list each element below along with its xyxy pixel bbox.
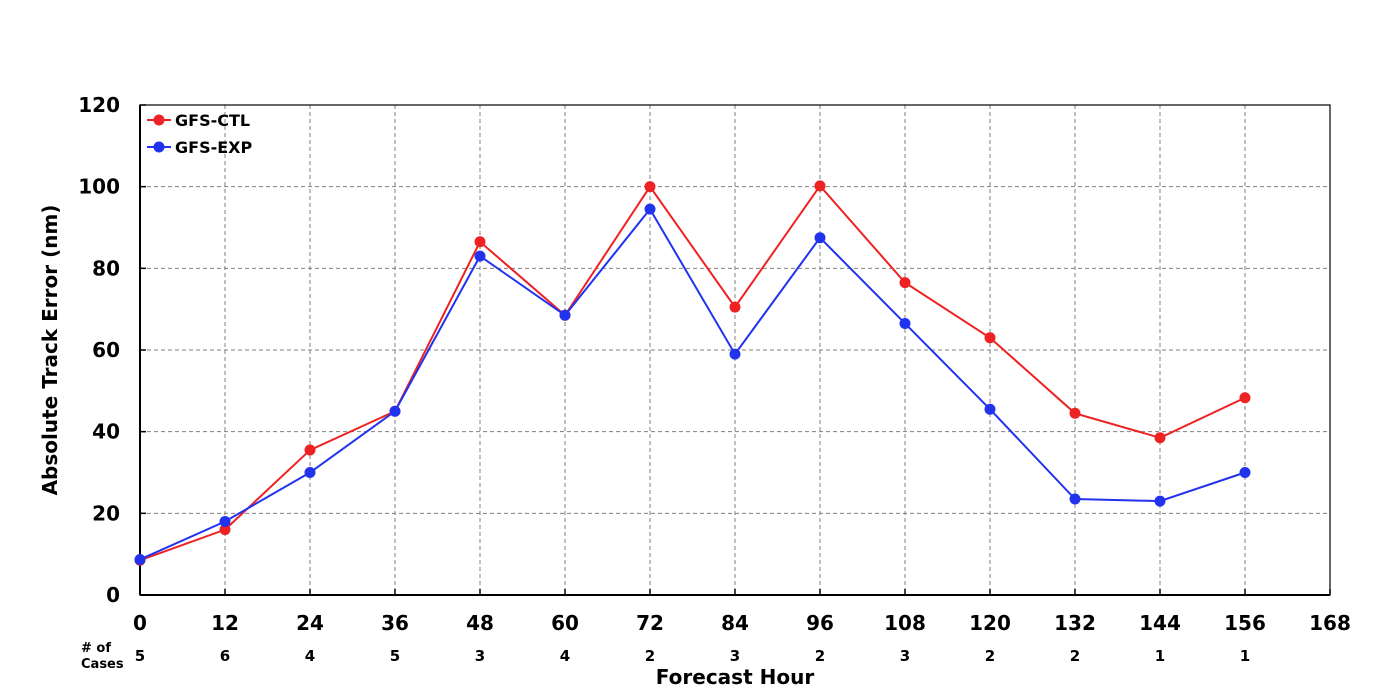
x-tick-label: 0 — [133, 611, 147, 635]
case-count: 3 — [900, 647, 910, 665]
legend-item: GFS-CTL — [147, 111, 250, 130]
case-count: 2 — [645, 647, 655, 665]
x-tick-label: 144 — [1139, 611, 1181, 635]
x-tick-label: 132 — [1054, 611, 1096, 635]
x-tick-label: 72 — [636, 611, 664, 635]
series-line — [139, 184, 1246, 562]
x-tick-label: 108 — [884, 611, 926, 635]
data-point — [559, 309, 571, 321]
case-count: 3 — [475, 647, 485, 665]
data-point — [814, 232, 826, 244]
data-point — [729, 348, 741, 360]
legend-marker — [153, 141, 165, 153]
y-tick-label: 40 — [92, 420, 120, 444]
data-point — [474, 250, 486, 262]
data-point — [1239, 392, 1251, 404]
case-count: 3 — [730, 647, 740, 665]
case-count: 1 — [1240, 647, 1250, 665]
data-point — [304, 467, 316, 478]
x-tick-label: 84 — [721, 611, 749, 635]
y-tick-label: 60 — [92, 338, 120, 362]
y-tick-label: 120 — [78, 93, 120, 117]
cases-head-line2: Cases — [81, 657, 124, 672]
legend-label: GFS-CTL — [175, 111, 250, 130]
x-tick-label: 60 — [551, 611, 579, 635]
x-tick-label: 24 — [296, 611, 324, 635]
case-count: 6 — [220, 647, 230, 665]
x-tick-label: 168 — [1309, 611, 1351, 635]
x-tick-labels: 0 12 24 36 48 60 72 84 96 108 120 132 144 156 168 — [133, 589, 1351, 635]
case-count: 5 — [135, 647, 145, 665]
case-count: 1 — [1155, 647, 1165, 665]
data-point — [984, 332, 996, 344]
series-gfs-exp — [134, 203, 1251, 565]
y-tick-label: 100 — [78, 175, 120, 199]
data-point — [899, 277, 911, 289]
data-point — [219, 524, 231, 536]
case-count: 2 — [985, 647, 995, 665]
y-tick-label: 80 — [92, 256, 120, 280]
data-point — [1154, 432, 1166, 444]
data-point — [219, 516, 231, 527]
data-point — [474, 236, 486, 248]
x-axis-title: Forecast Hour — [656, 665, 815, 689]
x-tick-label: 120 — [969, 611, 1011, 635]
case-count: 2 — [1070, 647, 1080, 665]
data-point — [304, 444, 316, 456]
data-point — [644, 181, 656, 193]
grid-lines — [140, 105, 1330, 595]
data-point — [729, 301, 741, 313]
cases-row: # of Cases 5 6 4 5 3 4 2 3 2 3 2 2 1 1 — [81, 641, 1250, 672]
x-tick-label: 36 — [381, 611, 409, 635]
data-point — [134, 553, 146, 565]
case-count: 4 — [305, 647, 315, 665]
data-point — [1069, 493, 1081, 505]
legend-marker — [153, 114, 165, 126]
x-tick-label: 156 — [1224, 611, 1266, 635]
y-tick-label: 0 — [106, 583, 120, 607]
data-point — [389, 405, 401, 417]
legend-label: GFS-EXP — [175, 138, 252, 157]
x-tick-label: 12 — [211, 611, 239, 635]
data-point — [814, 180, 826, 192]
data-point — [899, 317, 911, 329]
legend-item: GFS-EXP — [147, 138, 252, 157]
x-tick-label: 48 — [466, 611, 494, 635]
y-tick-labels: 0 20 40 60 80 100 120 — [78, 93, 146, 607]
data-point — [644, 203, 656, 215]
data-point — [1239, 467, 1251, 478]
case-count: 4 — [560, 647, 570, 665]
series-line — [139, 207, 1246, 561]
y-tick-label: 20 — [92, 501, 120, 525]
case-count: 5 — [390, 647, 400, 665]
x-tick-label: 96 — [806, 611, 834, 635]
series-layer — [134, 180, 1251, 566]
data-point — [984, 403, 996, 415]
data-point — [1154, 495, 1166, 507]
legend: GFS-CTL GFS-EXP — [147, 111, 252, 157]
case-count: 2 — [815, 647, 825, 665]
cases-head-line1: # of — [81, 641, 111, 656]
data-point — [1069, 407, 1081, 419]
series-gfs-ctl — [134, 180, 1251, 566]
y-axis-title: Absolute Track Error (nm) — [38, 205, 62, 496]
